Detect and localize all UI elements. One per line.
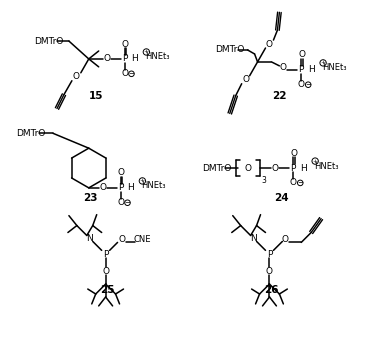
Text: H: H [308,65,314,74]
Text: O: O [272,164,279,173]
Text: HNEt₃: HNEt₃ [141,181,165,190]
Text: DMTrO: DMTrO [34,37,64,46]
Text: N: N [86,234,93,243]
Text: −: − [129,71,134,77]
Text: O: O [282,235,289,244]
Text: O: O [280,63,287,72]
Text: O: O [121,69,128,78]
Text: 23: 23 [83,193,98,203]
Text: O: O [118,235,125,244]
Text: O: O [103,55,110,63]
Text: 15: 15 [89,91,103,100]
Text: P: P [299,65,304,74]
Text: O: O [266,39,273,49]
Text: −: − [125,200,131,206]
Text: O: O [298,50,305,59]
Text: N: N [250,234,257,243]
Text: CNE: CNE [134,235,151,244]
Text: +: + [312,158,318,164]
Text: O: O [118,168,125,177]
Text: O: O [102,267,109,276]
Text: O: O [242,75,249,84]
Text: DMTrO: DMTrO [202,164,231,173]
Text: O: O [122,39,129,49]
Text: O: O [99,184,106,192]
Text: 24: 24 [274,193,289,203]
Text: O: O [298,80,305,89]
Text: O: O [244,164,251,173]
Text: +: + [140,178,145,184]
Text: O: O [290,178,297,187]
Text: H: H [127,184,134,192]
Text: 26: 26 [264,285,279,295]
Text: P: P [118,184,123,192]
Text: H: H [300,164,307,173]
Text: 3: 3 [261,176,266,185]
Text: −: − [305,82,311,88]
Text: HNEt₃: HNEt₃ [322,63,346,72]
Text: 25: 25 [100,285,115,295]
Text: DMTrO: DMTrO [215,46,244,55]
Text: P: P [267,250,272,259]
Text: HNEt₃: HNEt₃ [314,162,338,170]
Text: O: O [117,198,124,207]
Text: +: + [144,49,149,55]
Text: O: O [73,72,79,81]
Text: P: P [290,164,296,173]
Text: O: O [266,267,273,276]
Text: H: H [131,55,138,63]
Text: DMTrO: DMTrO [16,129,45,138]
Text: +: + [321,60,326,66]
Text: −: − [297,180,303,186]
Text: HNEt₃: HNEt₃ [145,52,169,61]
Text: P: P [103,250,108,259]
Text: P: P [122,55,127,63]
Text: O: O [290,149,298,158]
Text: 22: 22 [272,91,287,100]
